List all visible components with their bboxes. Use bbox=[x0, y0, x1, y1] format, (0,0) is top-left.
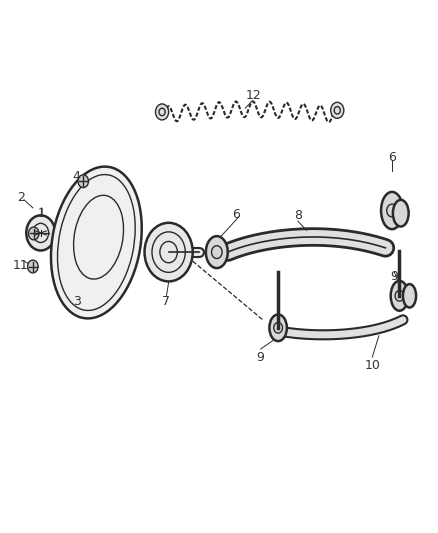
Text: 7: 7 bbox=[162, 295, 170, 308]
Circle shape bbox=[26, 215, 55, 251]
Text: 9: 9 bbox=[390, 270, 398, 282]
Text: 12: 12 bbox=[246, 90, 262, 102]
Text: 11: 11 bbox=[13, 259, 29, 272]
Ellipse shape bbox=[391, 281, 408, 311]
Ellipse shape bbox=[206, 236, 228, 268]
Circle shape bbox=[155, 104, 169, 120]
Text: 1: 1 bbox=[38, 207, 46, 220]
Text: 6: 6 bbox=[233, 208, 240, 221]
Ellipse shape bbox=[51, 167, 142, 318]
Ellipse shape bbox=[393, 200, 409, 227]
Circle shape bbox=[331, 102, 344, 118]
Circle shape bbox=[28, 260, 38, 273]
Text: 6: 6 bbox=[388, 151, 396, 164]
Ellipse shape bbox=[381, 192, 403, 229]
Text: 3: 3 bbox=[73, 295, 81, 308]
Circle shape bbox=[78, 175, 88, 188]
Circle shape bbox=[28, 227, 39, 240]
Circle shape bbox=[145, 223, 193, 281]
Text: 2: 2 bbox=[17, 191, 25, 204]
Ellipse shape bbox=[403, 284, 416, 308]
Text: 8: 8 bbox=[294, 209, 302, 222]
Ellipse shape bbox=[269, 314, 287, 341]
Text: 10: 10 bbox=[364, 359, 380, 372]
Text: 9: 9 bbox=[257, 351, 265, 364]
Text: 4: 4 bbox=[73, 171, 81, 183]
